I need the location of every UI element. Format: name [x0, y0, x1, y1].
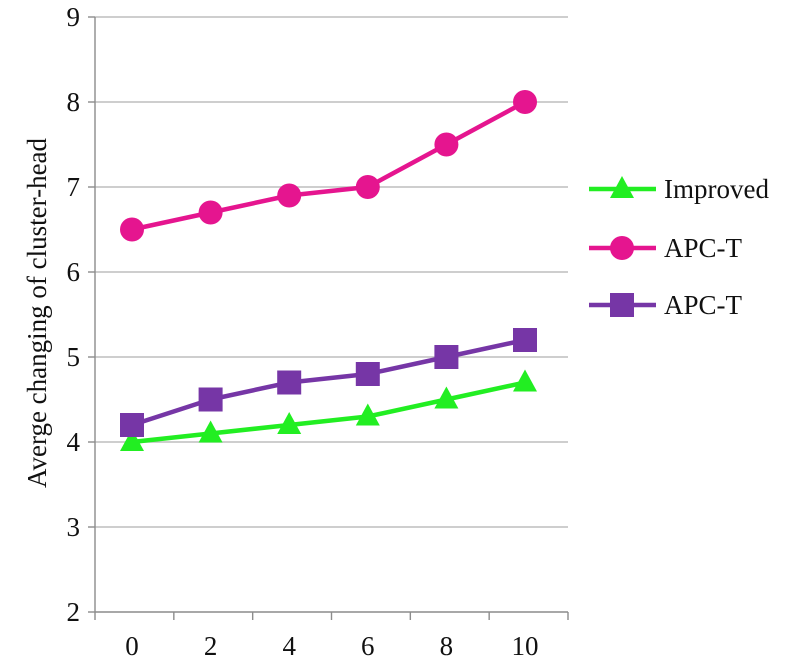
data-point-circle [120, 217, 144, 242]
legend-label: APC-T [664, 290, 743, 320]
legend-label: APC-T [664, 233, 743, 263]
data-point-circle [277, 183, 302, 208]
data-point-square [434, 345, 459, 369]
data-point-triangle [434, 386, 459, 409]
data-point-triangle [120, 429, 144, 451]
data-point-circle [434, 132, 459, 157]
legend-marker-circle [610, 236, 634, 260]
legend-label: Improved [664, 174, 769, 204]
y-tick-label: 7 [67, 172, 81, 202]
data-point-triangle [355, 403, 380, 426]
data-point-circle [513, 90, 537, 114]
series-1-circle [120, 90, 537, 242]
data-point-circle [198, 200, 223, 225]
series-2-square [120, 328, 537, 437]
legend-marker-triangle [610, 176, 634, 198]
data-point-triangle [277, 412, 302, 434]
legend-entry-2: APC-T [589, 290, 743, 320]
y-tick-label: 8 [67, 87, 81, 117]
y-tick-label: 3 [67, 512, 81, 542]
y-axis-title: Averge changing of cluster-head [22, 137, 52, 488]
y-tick-label: 2 [67, 597, 81, 627]
data-point-circle [355, 175, 380, 199]
data-point-square [513, 328, 537, 352]
y-tick-label: 5 [67, 342, 81, 372]
x-tick-label: 2 [204, 631, 218, 661]
x-tick-label: 4 [282, 631, 296, 661]
y-tick-label: 6 [67, 257, 81, 287]
data-point-square [198, 387, 223, 412]
x-tick-label: 8 [440, 631, 454, 661]
series-line [131, 337, 526, 428]
y-tick-label: 9 [67, 2, 81, 32]
legend-entry-1: APC-T [589, 233, 743, 263]
series-line [131, 100, 527, 232]
data-series [120, 90, 537, 451]
legend-entry-0: Improved [589, 174, 769, 204]
data-point-square [277, 370, 302, 395]
y-tick-label: 4 [67, 427, 81, 457]
data-point-triangle [198, 420, 223, 443]
data-point-square [120, 413, 144, 437]
gridlines [95, 16, 568, 528]
series-0-triangle [120, 369, 537, 451]
data-point-triangle [513, 369, 537, 392]
axes: 2 3 4 5 6 7 8 9 0 2 4 6 8 10 [67, 2, 569, 661]
series-line [131, 380, 526, 445]
data-point-square [355, 362, 380, 386]
legend: Improved APC-T APC-T [589, 174, 769, 320]
x-tick-label: 10 [512, 631, 539, 661]
x-tick-label: 0 [125, 631, 139, 661]
x-tick-label: 6 [361, 631, 375, 661]
legend-marker-square [610, 293, 634, 317]
